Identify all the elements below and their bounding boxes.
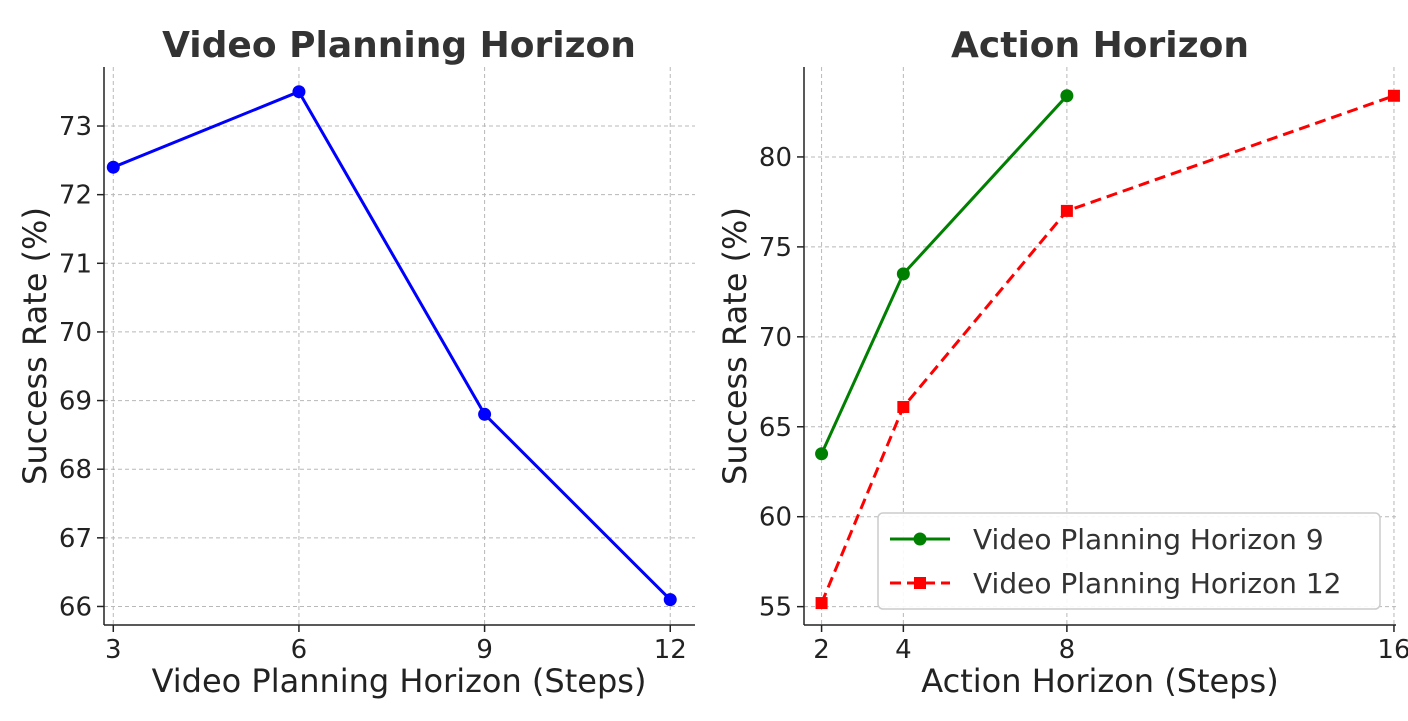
series-line — [112, 90, 672, 601]
series-group — [106, 85, 677, 607]
x-tick-label: 3 — [105, 635, 122, 665]
legend-label: Video Planning Horizon 9 — [973, 523, 1324, 556]
chart-title: Action Horizon — [951, 25, 1249, 66]
grid — [104, 67, 695, 625]
x-tick-label: 16 — [1377, 635, 1408, 665]
data-point-marker — [896, 267, 910, 281]
axis-ticks: 2 4 8 16 55 60 65 70 75 80 — [759, 143, 1408, 665]
y-tick-label: 66 — [59, 592, 92, 622]
y-tick-label: 72 — [59, 181, 92, 211]
action-horizon-panel: Action Horizon 2 4 8 16 55 60 65 70 75 80 Action … — [716, 25, 1408, 700]
series-group — [815, 89, 1400, 610]
legend-label: Video Planning Horizon 12 — [973, 567, 1341, 600]
video-planning-horizon-panel: Video Planning Horizon 3 6 9 12666768697071… — [16, 25, 695, 700]
y-tick-label: 69 — [59, 387, 92, 417]
y-tick-label: 71 — [59, 249, 92, 279]
data-point-marker — [913, 532, 927, 546]
data-point-marker — [663, 593, 677, 607]
data-point-marker — [478, 407, 492, 421]
x-tick-label: 12 — [654, 635, 687, 665]
x-tick-label: 8 — [1059, 635, 1076, 665]
y-tick-label: 65 — [759, 413, 792, 443]
legend: Video Planning Horizon 9 Video Planning H… — [877, 512, 1381, 610]
y-tick-label: 68 — [59, 455, 92, 485]
data-point-marker — [897, 400, 910, 413]
data-point-marker — [106, 160, 120, 174]
x-tick-label: 6 — [291, 635, 308, 665]
x-axis-label: Video Planning Horizon (Steps) — [152, 662, 647, 700]
data-point-marker — [815, 597, 828, 610]
x-tick-label: 2 — [813, 635, 830, 665]
data-point-marker — [815, 447, 829, 461]
data-point-marker — [292, 85, 306, 99]
data-point-marker — [1387, 89, 1400, 102]
y-tick-label: 70 — [59, 318, 92, 348]
y-axis-label: Success Rate (%) — [716, 207, 754, 485]
y-tick-label: 73 — [59, 112, 92, 142]
series-line — [820, 94, 1395, 604]
data-point-marker — [914, 577, 926, 589]
y-tick-label: 67 — [59, 524, 92, 554]
y-tick-label: 70 — [759, 323, 792, 353]
legend-box — [877, 512, 1381, 610]
y-tick-label: 60 — [759, 503, 792, 533]
chart-title: Video Planning Horizon — [162, 25, 636, 66]
y-tick-label: 75 — [759, 233, 792, 263]
x-tick-label: 9 — [476, 635, 493, 665]
x-tick-label: 4 — [895, 635, 912, 665]
series-line — [820, 94, 1069, 455]
y-tick-label: 55 — [759, 593, 792, 623]
data-point-marker — [1060, 89, 1074, 103]
x-axis-label: Action Horizon (Steps) — [921, 662, 1278, 700]
data-point-marker — [1060, 204, 1073, 217]
y-axis-label: Success Rate (%) — [16, 207, 54, 485]
y-tick-label: 80 — [759, 143, 792, 173]
